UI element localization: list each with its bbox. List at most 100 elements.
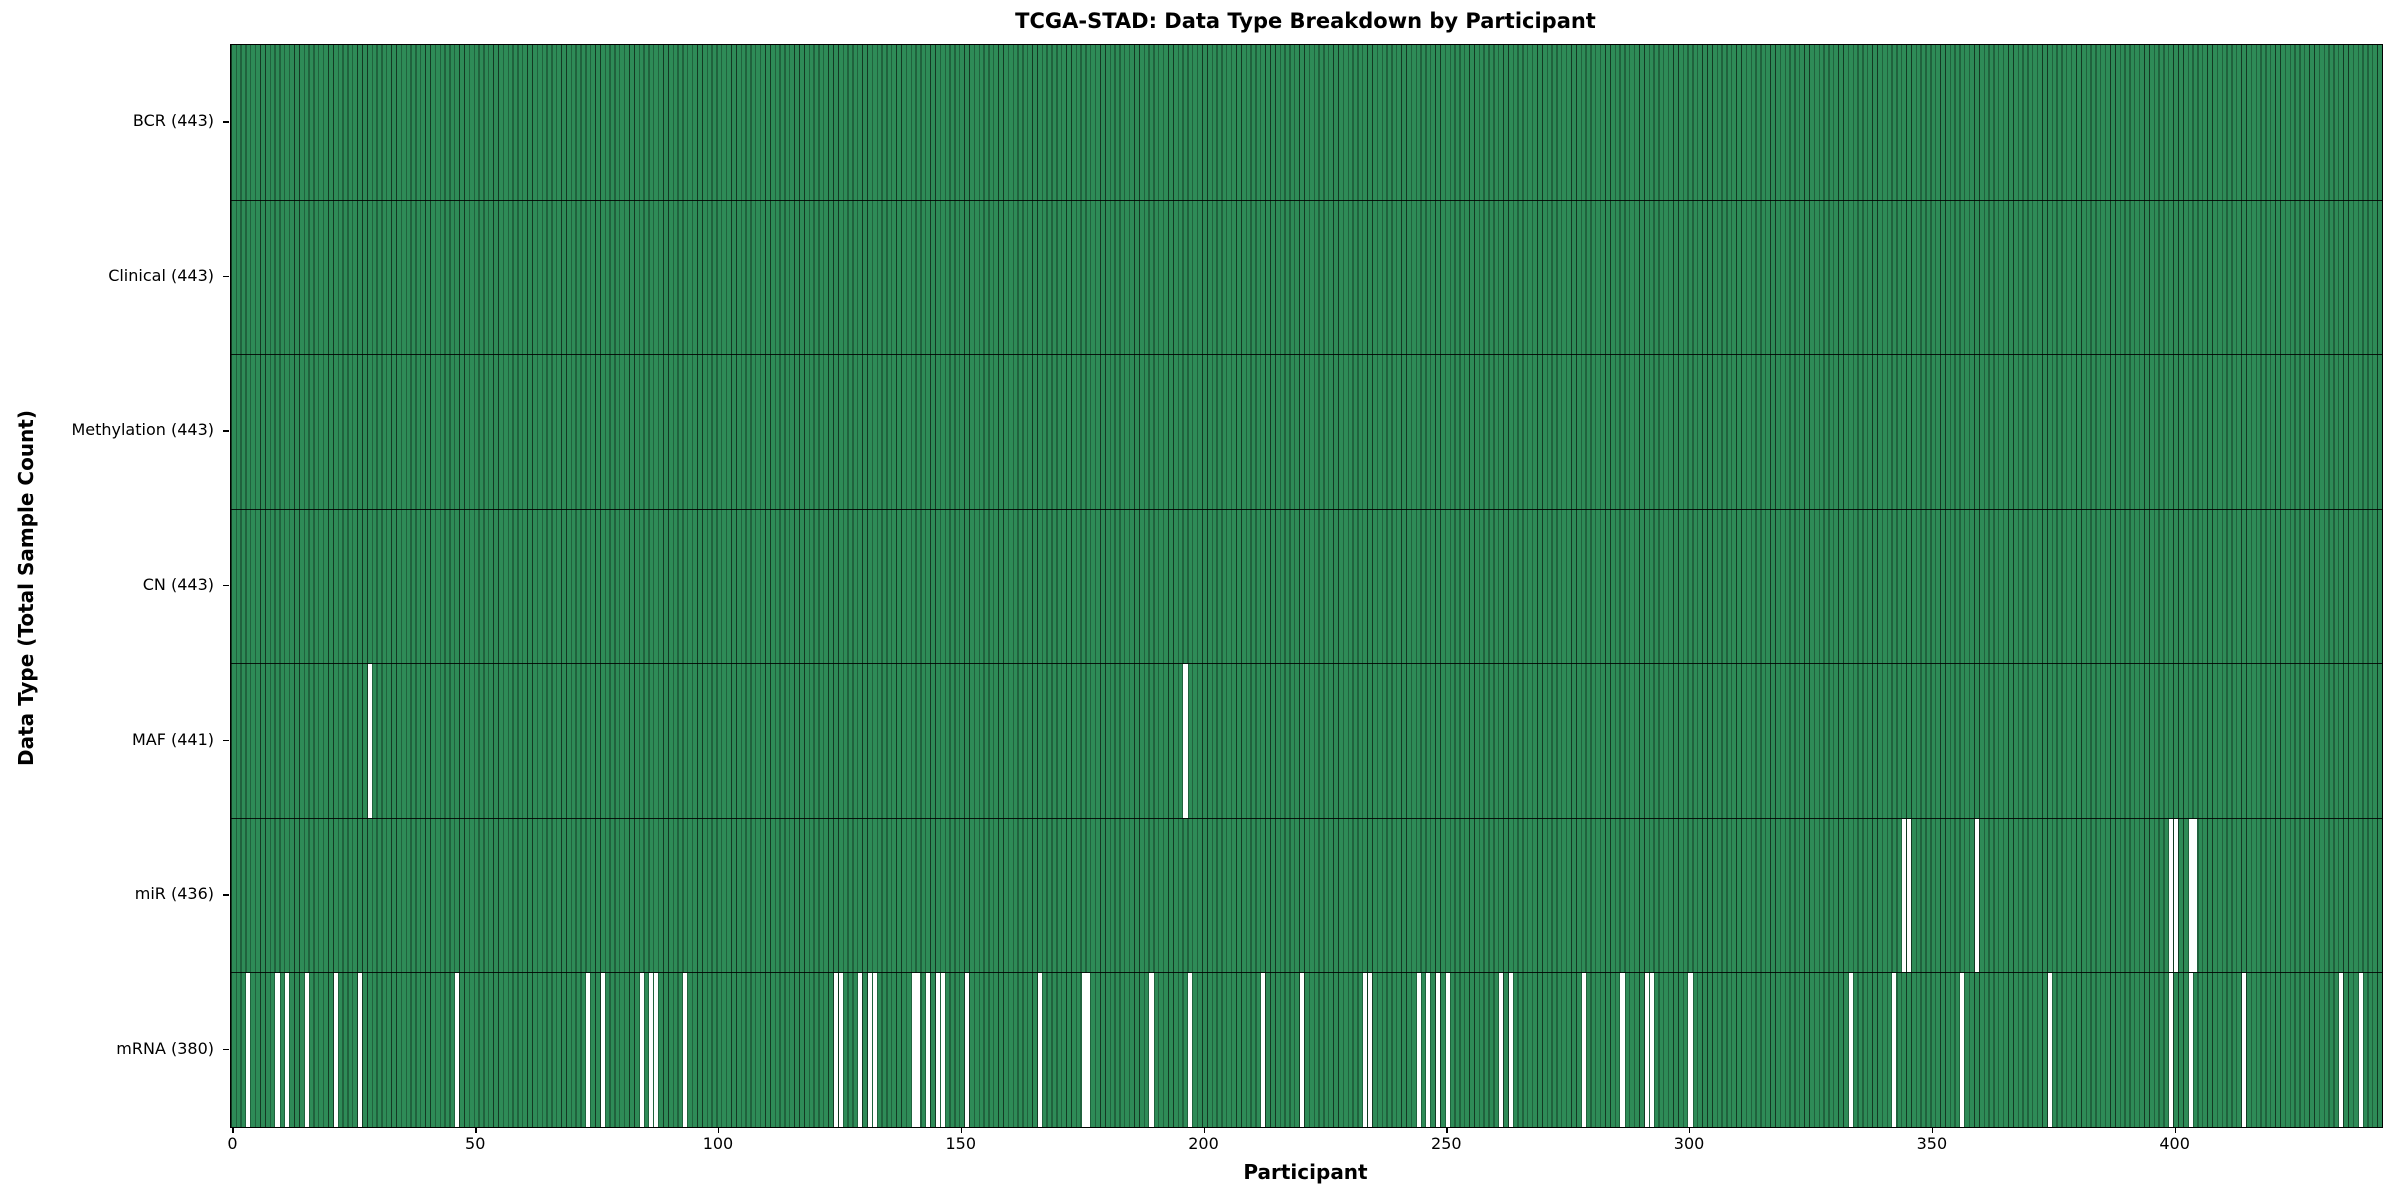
absent-cell-mRNA-261 (1499, 973, 1504, 1127)
absent-cell-mRNA-333 (1848, 973, 1853, 1127)
absent-cell-mRNA-124 (833, 973, 838, 1127)
row-separator (231, 508, 2382, 510)
x-tick-label-400: 400 (2159, 1134, 2190, 1153)
absent-cell-mRNA-438 (2358, 973, 2363, 1127)
absent-cell-mRNA-143 (926, 973, 931, 1127)
y-tick-label-CN: CN (443) (142, 575, 214, 594)
x-tick-350 (1931, 1127, 1934, 1133)
y-tick-BCR (223, 121, 229, 123)
absent-cell-mRNA-175 (1081, 973, 1086, 1127)
x-tick-label-200: 200 (1188, 1134, 1219, 1153)
x-tick-250 (1446, 1127, 1448, 1133)
absent-cell-mRNA-403 (2188, 973, 2193, 1127)
absent-cell-mRNA-300 (1688, 973, 1693, 1127)
absent-cell-mRNA-131 (867, 973, 872, 1127)
absent-cell-mRNA-278 (1581, 973, 1586, 1127)
absent-cell-mRNA-26 (358, 973, 363, 1127)
x-tick-label-350: 350 (1916, 1134, 1948, 1153)
absent-cell-mRNA-234 (1367, 973, 1373, 1127)
row-separator (231, 354, 2382, 356)
x-tick-label-150: 150 (945, 1134, 977, 1153)
absent-cell-mRNA-414 (2241, 973, 2247, 1127)
absent-cell-mRNA-73 (586, 973, 591, 1127)
y-tick-label-Methylation: Methylation (443) (71, 420, 214, 440)
absent-cell-mRNA-220 (1300, 973, 1305, 1127)
absent-cell-mRNA-212 (1261, 973, 1266, 1127)
x-tick-label-50: 50 (465, 1134, 486, 1153)
absent-cell-miR-400 (2174, 818, 2179, 973)
y-tick-label-miR: miR (436) (134, 884, 214, 904)
absent-cell-mRNA-76 (600, 973, 605, 1127)
y-tick-label-mRNA: mRNA (380) (116, 1038, 214, 1058)
absent-cell-mRNA-374 (2047, 973, 2052, 1127)
x-tick-label-250: 250 (1431, 1134, 1462, 1153)
y-tick-CN (223, 585, 229, 587)
absent-cell-mRNA-145 (935, 973, 940, 1127)
row-separator (231, 199, 2382, 201)
absent-cell-mRNA-356 (1960, 973, 1965, 1127)
absent-cell-mRNA-434 (2339, 973, 2344, 1127)
absent-cell-MAF-28 (367, 664, 372, 818)
absent-cell-mRNA-342 (1892, 973, 1897, 1127)
absent-cell-mRNA-197 (1188, 973, 1193, 1127)
y-axis-title: Data Type (Total Sample Count) (14, 409, 38, 767)
absent-cell-mRNA-125 (838, 973, 843, 1127)
bar-edge-stripes (231, 45, 2382, 1127)
y-tick-label-MAF: MAF (441) (131, 729, 214, 749)
absent-cell-mRNA-146 (940, 973, 945, 1127)
absent-cell-mRNA-399 (2169, 973, 2174, 1127)
absent-cell-mRNA-291 (1644, 973, 1649, 1127)
absent-cell-MAF-196 (1183, 664, 1188, 818)
y-tick-MAF (223, 739, 229, 741)
absent-cell-mRNA-129 (858, 973, 863, 1127)
x-tick-label-0: 0 (227, 1134, 238, 1153)
plot-area: PresentAbsent (230, 44, 2383, 1128)
absent-cell-miR-404 (2193, 818, 2198, 973)
x-axis-title: Participant (1243, 1160, 1368, 1184)
absent-cell-mRNA-87 (654, 973, 659, 1127)
absent-cell-mRNA-248 (1435, 973, 1441, 1127)
absent-cell-mRNA-84 (639, 973, 644, 1127)
absent-cell-miR-359 (1974, 818, 1979, 973)
y-tick-miR (223, 894, 229, 896)
absent-cell-miR-403 (2188, 818, 2193, 973)
absent-cell-mRNA-189 (1149, 973, 1154, 1127)
x-tick-0 (232, 1127, 234, 1133)
absent-cell-mRNA-263 (1508, 973, 1513, 1127)
absent-cell-mRNA-233 (1363, 973, 1368, 1127)
absent-cell-mRNA-286 (1620, 973, 1625, 1127)
y-tick-label-Clinical: Clinical (443) (108, 265, 214, 285)
y-tick-Clinical (223, 275, 229, 278)
x-tick-200 (1203, 1127, 1205, 1133)
absent-cell-mRNA-93 (683, 973, 688, 1127)
absent-cell-mRNA-86 (649, 973, 654, 1127)
absent-cell-mRNA-140 (911, 973, 916, 1127)
row-separator (231, 972, 2382, 974)
x-tick-100 (717, 1127, 720, 1133)
absent-cell-mRNA-176 (1086, 973, 1091, 1127)
y-tick-label-BCR: BCR (443) (132, 111, 214, 131)
x-tick-50 (475, 1127, 477, 1133)
absent-cell-mRNA-21 (333, 973, 338, 1127)
absent-cell-mRNA-3 (246, 973, 251, 1127)
y-tick-mRNA (223, 1048, 229, 1051)
absent-cell-mRNA-166 (1037, 973, 1042, 1127)
absent-cell-mRNA-46 (455, 973, 460, 1127)
absent-cell-miR-399 (2169, 818, 2174, 973)
chart-title: TCGA-STAD: Data Type Breakdown by Partic… (1015, 9, 1596, 33)
absent-cell-mRNA-151 (964, 973, 970, 1127)
absent-cell-mRNA-292 (1649, 973, 1654, 1127)
x-tick-300 (1689, 1127, 1691, 1133)
x-tick-label-100: 100 (702, 1134, 734, 1153)
absent-cell-miR-345 (1906, 818, 1911, 973)
absent-cell-mRNA-11 (285, 973, 290, 1127)
absent-cell-miR-344 (1902, 818, 1907, 973)
absent-cell-mRNA-15 (304, 973, 309, 1127)
absent-cell-mRNA-141 (916, 973, 921, 1127)
x-tick-label-300: 300 (1673, 1134, 1705, 1153)
absent-cell-mRNA-246 (1426, 973, 1431, 1127)
absent-cell-mRNA-9 (275, 973, 280, 1127)
x-tick-400 (2174, 1127, 2177, 1133)
absent-cell-mRNA-250 (1445, 973, 1450, 1127)
